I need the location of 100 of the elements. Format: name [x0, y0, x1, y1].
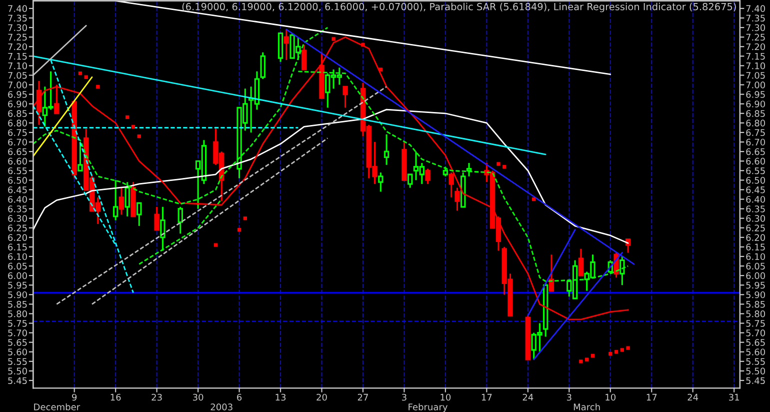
x-tick-label: 10 — [606, 394, 616, 401]
y2-tick-label: 5.95 — [746, 282, 765, 289]
y2-tick-label: 6.35 — [746, 206, 765, 212]
y-tick-label: 6.05 — [8, 262, 27, 270]
y2-tick-label: 6.15 — [746, 244, 765, 250]
y2-tick-label: 5.45 — [746, 377, 765, 384]
y2-tick-label: 5.70 — [746, 330, 766, 336]
y-tick-label: 5.50 — [8, 368, 27, 374]
x-tick-label: 27 — [358, 394, 368, 401]
y-tick-label: 6.60 — [8, 158, 27, 165]
y-tick-label: 5.45 — [8, 377, 27, 384]
y-tick-label: 6.65 — [8, 148, 27, 156]
y2-tick-label: 7.30 — [746, 24, 766, 32]
y-tick-label: 5.60 — [8, 348, 27, 356]
y2-tick-label: 6.65 — [746, 148, 765, 156]
y2-tick-label: 6.30 — [746, 215, 766, 222]
y-tick-label: 6.20 — [8, 234, 27, 241]
y2-tick-label: 6.50 — [746, 176, 766, 184]
x-tick-label: 17 — [646, 394, 657, 401]
x-tick-label: 6 — [237, 394, 242, 401]
x-tick-label: 24 — [522, 394, 534, 401]
y-tick-label: 5.80 — [8, 310, 27, 318]
y-tick-label: 7.35 — [8, 14, 27, 22]
y2-tick-label: 6.80 — [746, 120, 766, 126]
y2-tick-label: 6.40 — [746, 196, 766, 203]
x2-tick-label: February — [408, 403, 448, 412]
x-tick-label: 13 — [276, 394, 286, 401]
y-tick-label: 6.35 — [8, 206, 27, 212]
y-tick-label: 5.55 — [8, 358, 27, 365]
y2-tick-label: 5.90 — [746, 291, 766, 298]
y2-tick-label: 5.50 — [746, 368, 766, 374]
y2-tick-label: 5.60 — [746, 348, 766, 356]
y-tick-label: 5.85 — [8, 300, 27, 308]
y-tick-label: 6.75 — [8, 129, 27, 136]
x-tick-label: 31 — [729, 394, 739, 401]
y-tick-label: 7.15 — [8, 53, 27, 60]
y2-tick-label: 7.15 — [746, 53, 765, 60]
y2-tick-label: 6.55 — [746, 167, 765, 174]
x2-tick-label: 2003 — [210, 404, 232, 410]
y2-tick-label: 6.45 — [746, 186, 765, 194]
y-tick-label: 6.40 — [8, 196, 27, 203]
y-tick-label: 7.05 — [8, 72, 27, 79]
y-tick-label: 6.50 — [8, 176, 27, 184]
y-tick-label: 7.00 — [8, 81, 27, 88]
y2-tick-label: 6.95 — [746, 91, 765, 98]
y2-tick-label: 7.20 — [746, 43, 766, 50]
chart-title: (6.19000, 6.19000, 6.12000, 6.16000, +0.07000), Parabolic SAR (5.61849), Linear Regression Indicator (5.82675) — [182, 2, 736, 12]
y-tick-label: 7.20 — [8, 43, 27, 50]
y-tick-label: 5.75 — [8, 320, 27, 327]
y-tick-label: 6.15 — [8, 244, 27, 250]
x-tick-label: 3 — [402, 394, 406, 401]
x-tick-label: 10 — [440, 394, 451, 401]
y2-tick-label: 6.20 — [746, 234, 766, 241]
y2-tick-label: 5.55 — [746, 358, 765, 365]
x-tick-label: 24 — [688, 394, 698, 401]
y2-tick-label: 7.10 — [746, 62, 766, 70]
y-tick-label: 7.10 — [8, 62, 27, 70]
y-tick-label: 6.30 — [8, 215, 27, 222]
y2-tick-label: 6.00 — [746, 272, 766, 280]
y2-tick-label: 6.05 — [746, 262, 765, 270]
x-tick-label: 9 — [72, 394, 77, 401]
y2-tick-label: 7.35 — [746, 14, 765, 22]
y2-tick-label: 6.60 — [746, 158, 766, 165]
y2-tick-label: 5.75 — [746, 320, 765, 327]
y2-tick-label: 7.40 — [746, 5, 766, 12]
y-tick-label: 6.10 — [8, 253, 27, 260]
y-tick-label: 5.95 — [8, 282, 27, 289]
y-tick-label: 7.25 — [8, 34, 27, 41]
y-tick-label: 6.45 — [8, 186, 27, 194]
y2-tick-label: 6.10 — [746, 253, 766, 260]
x2-tick-label: March — [574, 403, 600, 410]
x-tick-label: 23 — [152, 394, 162, 401]
y-tick-label: 6.00 — [8, 272, 27, 280]
x-tick-label: 16 — [110, 394, 121, 401]
y-tick-label: 6.25 — [8, 224, 27, 232]
y-tick-label: 6.85 — [8, 110, 27, 117]
y-tick-label: 6.70 — [8, 138, 27, 146]
y2-tick-label: 6.85 — [746, 110, 765, 117]
y-tick-label: 5.90 — [8, 291, 27, 298]
y2-tick-label: 6.70 — [746, 138, 766, 146]
x-tick-label: 3 — [566, 394, 572, 401]
y-tick-label: 6.95 — [8, 91, 27, 98]
x-tick-label: 17 — [482, 394, 492, 401]
y-tick-label: 7.30 — [8, 24, 27, 32]
y2-tick-label: 6.90 — [746, 100, 766, 108]
y2-tick-label: 5.85 — [746, 300, 765, 308]
y-tick-label: 5.70 — [8, 330, 27, 336]
x2-tick-label: December — [34, 403, 80, 410]
y-tick-label: 5.65 — [8, 339, 27, 346]
y2-tick-label: 5.80 — [746, 310, 766, 318]
y2-tick-label: 6.75 — [746, 129, 765, 136]
y-tick-label: 6.80 — [8, 120, 27, 126]
x-tick-label: 20 — [316, 394, 327, 401]
y2-tick-label: 7.05 — [746, 72, 765, 79]
y2-tick-label: 7.25 — [746, 34, 765, 41]
y-tick-label: 6.55 — [8, 167, 27, 174]
y2-tick-label: 7.00 — [746, 81, 766, 88]
y-tick-label: 6.90 — [8, 100, 27, 108]
y-tick-label: 7.40 — [8, 5, 27, 12]
y2-tick-label: 6.25 — [746, 224, 765, 232]
